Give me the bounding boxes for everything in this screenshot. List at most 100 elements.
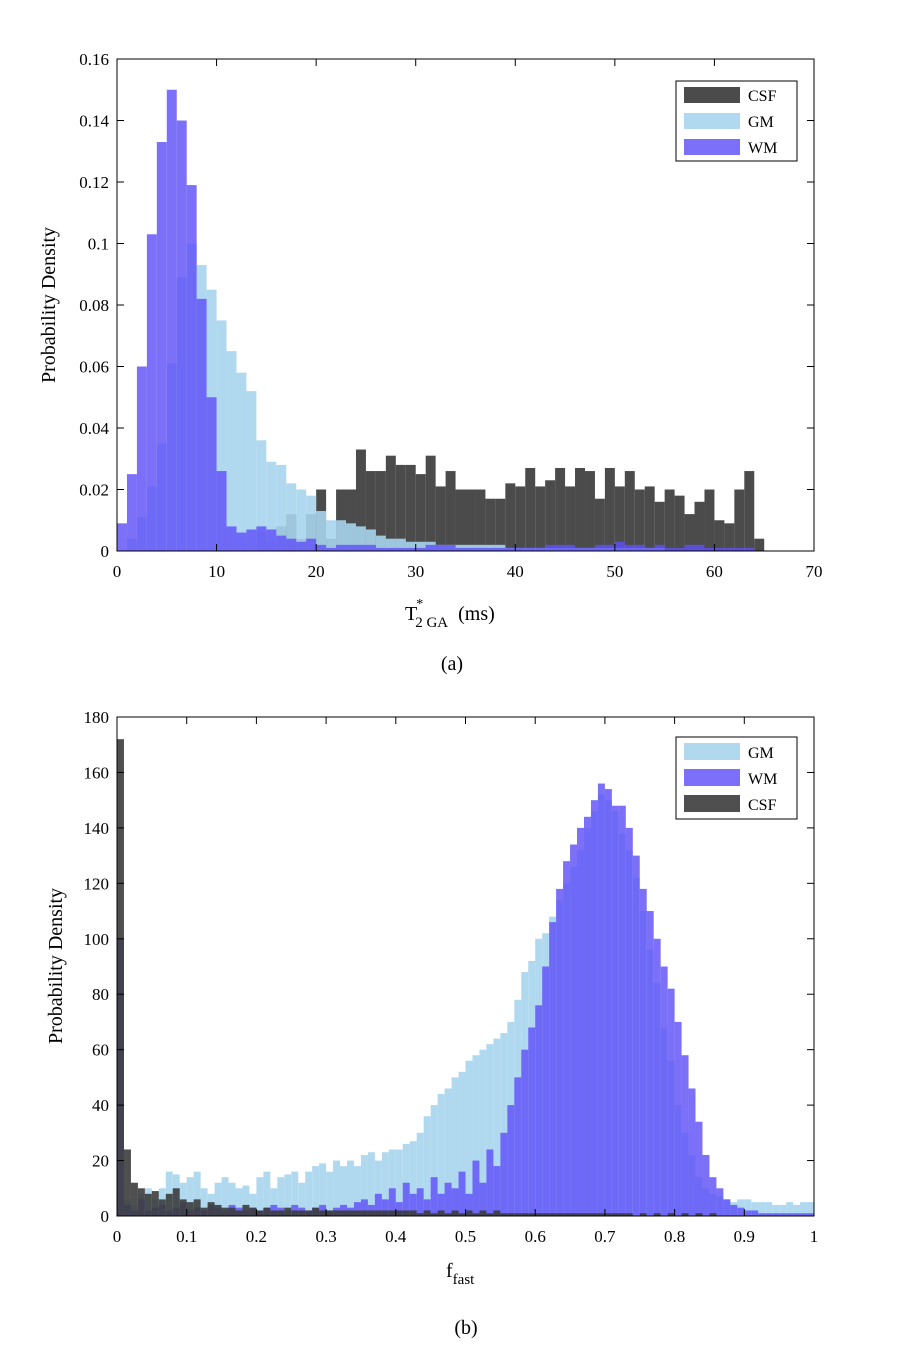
bar-gm-b	[312, 1166, 320, 1216]
x-label-sup-a: *	[416, 597, 423, 612]
bar-csf-b	[430, 1213, 438, 1216]
bar-gm-b	[402, 1143, 410, 1216]
bar-csf-a	[754, 538, 765, 551]
legend-swatch-wm-a	[684, 139, 740, 155]
bar-csf-b	[193, 1199, 201, 1216]
bar-gm-b	[800, 1202, 808, 1216]
bar-wm-a	[156, 142, 167, 551]
y-tick-label-a: 0.08	[79, 296, 109, 315]
bar-gm-a	[405, 541, 416, 551]
bar-csf-b	[123, 1149, 131, 1216]
bar-csf-b	[465, 1210, 473, 1216]
bar-wm-b	[744, 1210, 752, 1216]
bar-csf-a	[744, 471, 755, 551]
bar-wm-a	[704, 547, 715, 551]
bar-wm-b	[437, 1193, 445, 1216]
bar-wm-b	[291, 1204, 299, 1216]
bar-gm-a	[276, 464, 287, 551]
bar-csf-a	[624, 471, 635, 551]
bar-wm-a	[146, 234, 157, 551]
bar-csf-a	[694, 501, 705, 551]
bar-csf-b	[165, 1193, 173, 1216]
x-tick-label-b: 0.8	[664, 1227, 685, 1246]
y-tick-label-a: 0.16	[79, 50, 109, 69]
bar-wm-a	[575, 547, 585, 551]
y-tick-label-b: 80	[92, 985, 109, 1004]
bar-wm-a	[126, 474, 137, 552]
bar-csf-a	[355, 449, 366, 551]
bar-csf-a	[575, 467, 585, 551]
x-tick-label-b: 0.4	[385, 1227, 407, 1246]
bar-gm-b	[214, 1182, 222, 1216]
bar-wm-a	[664, 547, 675, 551]
bar-wm-b	[542, 966, 550, 1216]
bar-wm-b	[695, 1121, 703, 1216]
bar-wm-a	[535, 547, 546, 551]
bar-wm-a	[485, 547, 496, 551]
y-tick-label-a: 0.12	[79, 173, 109, 192]
bar-gm-a	[346, 523, 356, 551]
y-tick-label-b: 160	[84, 763, 110, 782]
bar-wm-a	[744, 547, 755, 551]
bar-wm-b	[549, 922, 557, 1216]
bar-csf-a	[525, 467, 536, 551]
bar-gm-b	[305, 1171, 313, 1216]
bar-wm-a	[166, 89, 177, 551]
bar-gm-a	[246, 391, 257, 551]
bar-wm-a	[246, 529, 257, 551]
bar-wm-b	[737, 1207, 745, 1216]
bar-csf-b	[263, 1207, 271, 1216]
bar-wm-a	[375, 547, 386, 551]
bar-wm-b	[577, 827, 584, 1216]
bar-wm-a	[286, 538, 297, 551]
y-axis-label-b: Probability Density	[45, 888, 67, 1044]
bar-wm-a	[525, 547, 536, 551]
legend-label-gm-a: GM	[748, 114, 774, 131]
bar-wm-a	[624, 544, 635, 551]
bar-csf-b	[611, 1213, 619, 1216]
bar-csf-a	[604, 467, 615, 551]
bar-wm-a	[256, 526, 267, 551]
bar-gm-b	[751, 1202, 759, 1216]
bar-wm-b	[800, 1213, 808, 1216]
bar-gm-b	[409, 1141, 417, 1216]
bar-wm-b	[702, 1155, 710, 1216]
bar-wm-a	[455, 547, 466, 551]
bar-wm-b	[528, 1027, 536, 1216]
bar-wm-a	[136, 366, 147, 551]
bar-gm-b	[284, 1174, 292, 1216]
bar-csf-a	[485, 498, 496, 551]
x-tick-label-a: 50	[606, 562, 623, 581]
x-tick-label-a: 60	[706, 562, 723, 581]
series-csf-b	[117, 739, 717, 1216]
bar-csf-b	[228, 1207, 236, 1216]
bar-gm-b	[423, 1116, 431, 1216]
bar-wm-a	[226, 526, 237, 551]
x-tick-label-b: 0.5	[455, 1227, 476, 1246]
y-tick-label-a: 0.02	[79, 481, 109, 500]
bar-csf-b	[395, 1210, 403, 1216]
bar-wm-b	[388, 1188, 396, 1216]
bar-csf-b	[528, 1213, 536, 1216]
y-tick-label-a: 0	[101, 542, 110, 561]
y-tick-label-a: 0.06	[79, 358, 109, 377]
bar-gm-a	[306, 495, 317, 551]
ticks-b: 0 0.1 0.2 0.3 0.4 0.5 0.6 0.7 0.8 0.9 1 0 20 40 60 80 10…	[84, 708, 819, 1246]
bar-wm-b	[751, 1210, 759, 1216]
bar-gm-b	[333, 1160, 341, 1216]
bar-gm-a	[266, 461, 277, 551]
bar-wm-b	[570, 844, 578, 1216]
bar-gm-b	[493, 1038, 501, 1216]
bar-gm-b	[479, 1049, 487, 1216]
bar-csf-a	[734, 489, 745, 551]
bar-gm-b	[458, 1071, 466, 1216]
x-label-sub-b: fast	[453, 1272, 475, 1288]
bar-csf-b	[542, 1213, 550, 1216]
bar-wm-a	[435, 544, 446, 551]
bar-wm-b	[646, 911, 654, 1216]
bar-csf-a	[714, 520, 725, 551]
bar-wm-a	[355, 544, 366, 551]
bar-csf-a	[425, 455, 436, 551]
bar-csf-b	[695, 1213, 703, 1216]
bar-gm-b	[374, 1160, 382, 1216]
